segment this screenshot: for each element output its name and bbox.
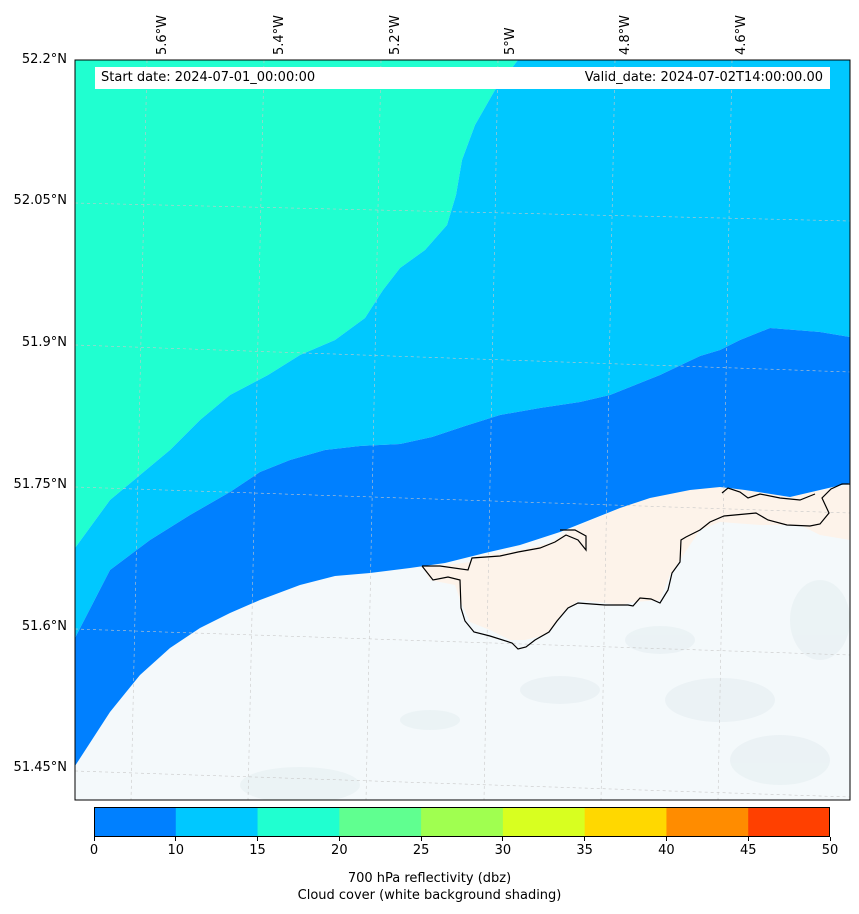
colorbar-tick-label: 25 bbox=[412, 843, 430, 858]
land-tint bbox=[422, 485, 850, 640]
valid-date: Valid_date: 2024-07-02T14:00:00.00 bbox=[584, 70, 823, 85]
lat-label-51.45n: 51.45°N bbox=[13, 760, 67, 775]
reflectivity-band-10-15 bbox=[75, 60, 850, 638]
colorbar-title: 700 hPa reflectivity (dbz) bbox=[347, 871, 512, 886]
colorbar-segment-2 bbox=[257, 807, 340, 837]
lat-label-51.6n: 51.6°N bbox=[21, 619, 67, 634]
colorbar-tick-mark bbox=[420, 837, 422, 841]
reflectivity-band-15-20 bbox=[75, 60, 518, 548]
lon-label-5.2w: 5.2°W bbox=[388, 14, 403, 55]
lat-label-51.75n: 51.75°N bbox=[13, 477, 67, 492]
colorbar-tick-label: 50 bbox=[821, 843, 839, 858]
colorbar-segment-8 bbox=[748, 807, 830, 837]
coastline-peninsula bbox=[721, 487, 816, 501]
colorbar-segment-5 bbox=[502, 807, 586, 837]
lat-label-52.05n: 52.05°N bbox=[13, 193, 67, 208]
colorbar-tick-label: 10 bbox=[167, 843, 185, 858]
colorbar-tick-label: 40 bbox=[658, 843, 675, 858]
lon-label-5.6w: 5.6°W bbox=[155, 14, 170, 55]
colorbar bbox=[94, 807, 830, 837]
colorbar-tick-mark bbox=[747, 837, 749, 841]
coastline-inlet bbox=[422, 529, 587, 571]
lon-label-4.8w: 4.8°W bbox=[618, 14, 633, 55]
colorbar-segment-1 bbox=[175, 807, 259, 837]
lat-label-52.2n: 52.2°N bbox=[21, 52, 67, 67]
colorbar-tick-mark bbox=[665, 837, 667, 841]
date-info-box: Start date: 2024-07-01_00:00:00 Valid_da… bbox=[95, 67, 830, 89]
start-date: Start date: 2024-07-01_00:00:00 bbox=[101, 70, 316, 85]
colorbar-tick-mark bbox=[584, 837, 586, 841]
coastline-south bbox=[421, 483, 850, 650]
colorbar-tick-mark bbox=[257, 837, 259, 841]
colorbar-tick-mark bbox=[502, 837, 504, 841]
colorbar-segment-7 bbox=[666, 807, 749, 837]
colorbar-border bbox=[94, 807, 830, 837]
lon-label-5.4w: 5.4°W bbox=[272, 14, 287, 55]
colorbar-tick-label: 45 bbox=[739, 843, 757, 858]
colorbar-tick-label: 30 bbox=[494, 843, 512, 858]
cloud-texture bbox=[240, 580, 850, 800]
colorbar-segment-6 bbox=[584, 807, 667, 837]
reflectivity-band-0-10 bbox=[75, 328, 850, 766]
lon-label-4.6w: 4.6°W bbox=[734, 14, 749, 55]
colorbar-tick-mark bbox=[175, 837, 177, 841]
colorbar-segment-3 bbox=[339, 807, 422, 837]
colorbar-tick-mark bbox=[93, 837, 95, 841]
colorbar-tick-mark bbox=[338, 837, 340, 841]
colorbar-segment-4 bbox=[421, 807, 504, 837]
colorbar-tick-label: 15 bbox=[249, 843, 266, 858]
lon-label-5w: 5°W bbox=[503, 27, 518, 55]
colorbar-tick-label: 35 bbox=[576, 843, 593, 858]
colorbar-tick-label: 20 bbox=[331, 843, 348, 858]
map-frame bbox=[74, 59, 851, 801]
colorbar-segment-0 bbox=[94, 807, 177, 837]
lat-label-51.9n: 51.9°N bbox=[21, 335, 67, 350]
colorbar-subtitle: Cloud cover (white background shading) bbox=[297, 888, 562, 903]
colorbar-tick-mark bbox=[829, 837, 831, 841]
colorbar-tick-label: 0 bbox=[89, 843, 99, 858]
